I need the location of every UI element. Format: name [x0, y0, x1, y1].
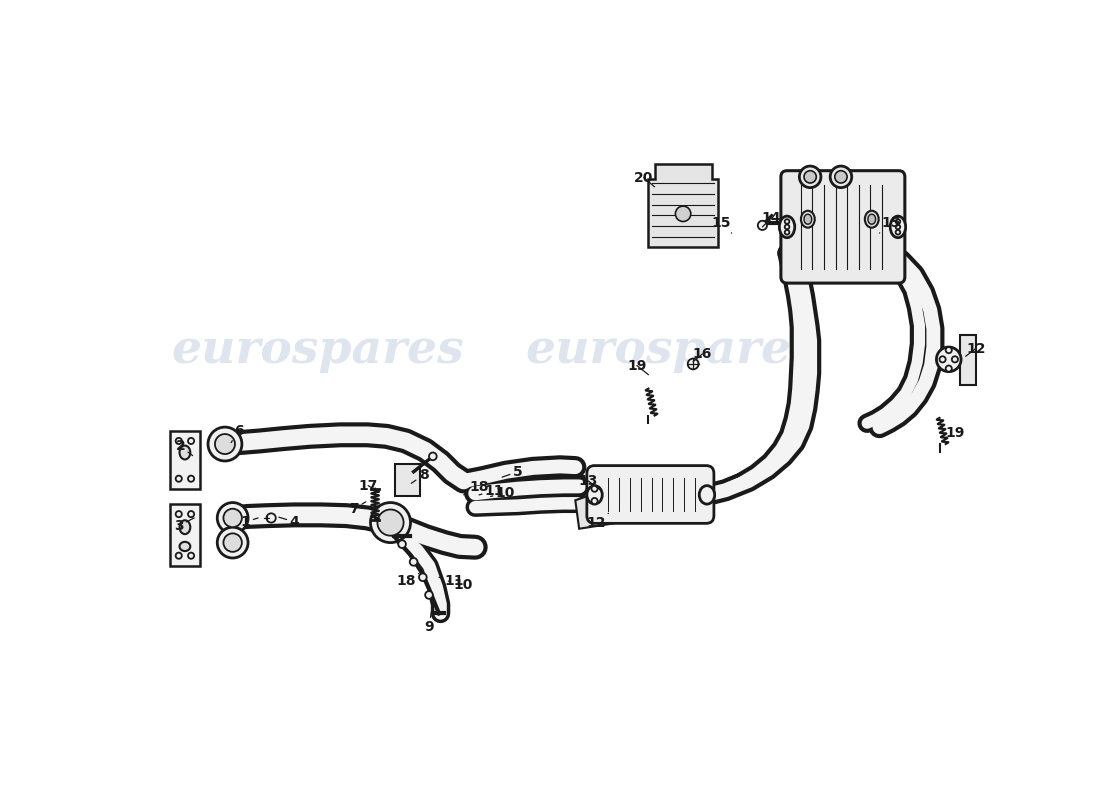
Text: 6: 6 [231, 424, 243, 442]
Circle shape [371, 502, 410, 542]
Circle shape [208, 427, 242, 461]
Ellipse shape [890, 216, 905, 238]
Text: 18: 18 [464, 480, 488, 495]
Circle shape [895, 230, 900, 234]
Circle shape [176, 476, 182, 482]
Circle shape [895, 225, 900, 230]
Circle shape [429, 453, 437, 460]
Text: 7: 7 [350, 502, 366, 516]
Text: 1: 1 [241, 515, 258, 529]
FancyBboxPatch shape [395, 464, 420, 496]
Circle shape [895, 219, 900, 224]
Circle shape [688, 358, 698, 370]
Text: 3: 3 [174, 518, 195, 533]
Text: 19: 19 [942, 426, 965, 440]
Circle shape [946, 366, 952, 372]
Polygon shape [169, 504, 200, 566]
Text: 15: 15 [712, 216, 732, 233]
Polygon shape [960, 334, 976, 385]
Ellipse shape [179, 520, 190, 534]
Ellipse shape [801, 210, 815, 228]
Text: 20: 20 [634, 170, 654, 187]
Circle shape [223, 509, 242, 527]
Circle shape [804, 170, 816, 183]
Ellipse shape [865, 210, 879, 228]
Circle shape [188, 438, 195, 444]
Circle shape [784, 225, 790, 230]
Ellipse shape [779, 216, 795, 238]
Text: 8: 8 [411, 468, 429, 483]
Circle shape [188, 511, 195, 517]
Ellipse shape [179, 542, 190, 551]
Text: 15: 15 [880, 216, 901, 233]
Circle shape [592, 498, 597, 504]
Text: 2: 2 [175, 439, 192, 455]
Text: 17: 17 [359, 478, 378, 493]
Polygon shape [169, 431, 200, 489]
FancyBboxPatch shape [587, 466, 714, 523]
Circle shape [691, 360, 698, 368]
Ellipse shape [179, 446, 190, 459]
Circle shape [176, 511, 182, 517]
Circle shape [592, 486, 597, 492]
Text: eurospares: eurospares [525, 327, 818, 373]
Text: 18: 18 [396, 574, 419, 588]
Text: 13: 13 [579, 474, 601, 490]
Circle shape [223, 534, 242, 552]
Text: 14: 14 [762, 210, 781, 227]
Circle shape [419, 574, 427, 581]
Text: 4: 4 [279, 515, 299, 529]
Text: 12: 12 [966, 342, 986, 356]
Ellipse shape [804, 214, 812, 224]
Circle shape [188, 553, 195, 558]
Circle shape [946, 347, 952, 353]
Text: 11: 11 [480, 484, 504, 498]
Text: 16: 16 [693, 347, 712, 362]
Circle shape [800, 166, 821, 188]
Text: 5: 5 [502, 465, 522, 478]
Circle shape [214, 434, 235, 454]
Text: 10: 10 [449, 578, 473, 592]
Polygon shape [575, 489, 614, 529]
Circle shape [784, 230, 790, 234]
Text: 11: 11 [439, 574, 464, 588]
Circle shape [675, 206, 691, 222]
Ellipse shape [700, 486, 715, 504]
Circle shape [835, 170, 847, 183]
Circle shape [784, 219, 790, 224]
Circle shape [218, 527, 249, 558]
Circle shape [266, 514, 276, 522]
FancyBboxPatch shape [781, 170, 905, 283]
Text: 12: 12 [586, 514, 608, 530]
Circle shape [939, 356, 946, 362]
Circle shape [377, 510, 404, 536]
Ellipse shape [868, 214, 876, 224]
Text: 19: 19 [627, 358, 649, 374]
Circle shape [176, 438, 182, 444]
Polygon shape [649, 164, 717, 247]
Circle shape [176, 553, 182, 558]
Circle shape [398, 540, 406, 548]
Circle shape [218, 502, 249, 534]
Circle shape [936, 347, 961, 372]
Text: 9: 9 [425, 612, 433, 634]
Circle shape [425, 591, 433, 599]
Ellipse shape [586, 486, 603, 504]
Circle shape [188, 476, 195, 482]
Text: 10: 10 [491, 486, 515, 500]
Circle shape [952, 356, 958, 362]
Circle shape [758, 221, 767, 230]
Text: eurospares: eurospares [170, 327, 464, 373]
Circle shape [830, 166, 851, 188]
Circle shape [409, 558, 418, 566]
